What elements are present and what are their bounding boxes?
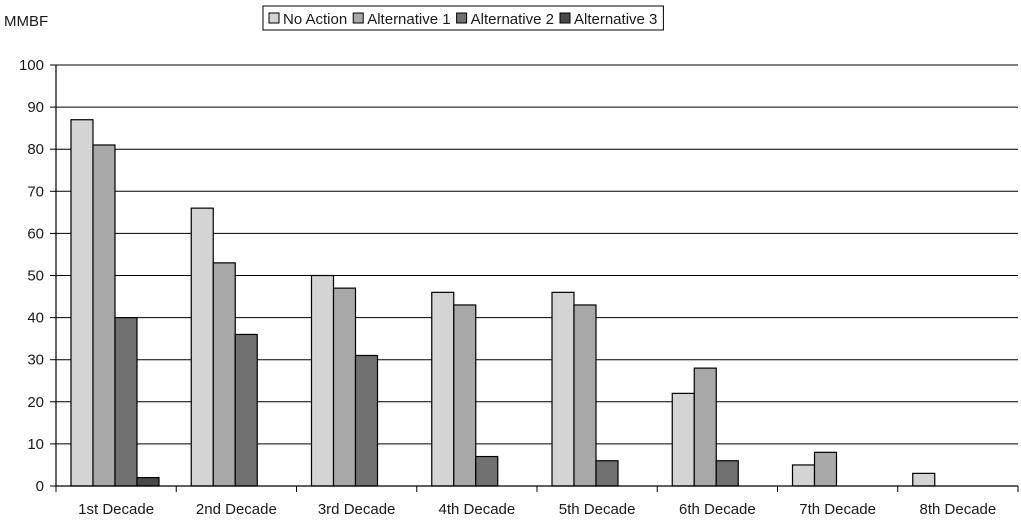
y-tick-label: 40: [27, 310, 44, 327]
bar-no-action-6: [671, 392, 695, 487]
legend-swatch-alternative-2: [456, 12, 468, 24]
x-tick-label: 1st Decade: [78, 501, 154, 518]
x-tick-label: 7th Decade: [799, 501, 876, 518]
bars: [70, 119, 936, 487]
y-tick-label: 60: [27, 225, 44, 242]
bar-alternative-1-5: [573, 304, 597, 487]
bar-no-action-7: [791, 464, 816, 487]
legend-label-alternative-3: Alternative 3: [574, 11, 657, 28]
bar-no-action-2: [190, 207, 214, 487]
y-tick-label: 80: [27, 141, 44, 158]
y-tick-label: 90: [27, 99, 44, 116]
x-tick-label: 4th Decade: [439, 501, 516, 518]
bar-alternative-2-4: [475, 455, 499, 487]
bar-alternative-2-1: [114, 317, 138, 487]
bar-no-action-3: [310, 274, 335, 487]
legend-swatch-alternative-1: [352, 12, 364, 24]
bar-alternative-1-3: [332, 287, 357, 487]
bar-alternative-1-6: [693, 367, 717, 487]
legend-swatch-no-action: [268, 12, 280, 24]
x-tick-label: 3rd Decade: [318, 501, 396, 518]
y-tick-label: 10: [27, 436, 44, 453]
y-tick-label: 100: [19, 57, 44, 74]
bar-alternative-1-7: [813, 451, 838, 487]
bar-no-action-8: [912, 472, 936, 487]
bar-no-action-4: [431, 291, 455, 487]
bar-alternative-1-2: [212, 262, 236, 487]
bar-no-action-1: [70, 119, 94, 487]
legend: No Action Alternative 1 Alternative 2 Alter…: [262, 5, 664, 31]
bar-alternative-3-1: [136, 476, 160, 487]
bar-alternative-2-6: [715, 460, 739, 487]
legend-swatch-alternative-3: [559, 12, 571, 24]
bar-alternative-1-4: [453, 304, 477, 487]
x-tick-label: 2nd Decade: [196, 501, 277, 518]
x-tick-labels: 1st Decade 2nd Decade 3rd Decade 4th Decade…: [78, 501, 996, 518]
x-tick-label: 8th Decade: [920, 501, 997, 518]
bar-alternative-2-5: [595, 460, 619, 487]
y-tick-labels: 0 10 20 30 40 50 60 70 80 90 100: [19, 57, 44, 495]
y-tick-label: 50: [27, 268, 44, 285]
bar-alternative-1-1: [92, 144, 116, 487]
x-tick-label: 5th Decade: [559, 501, 636, 518]
x-tick-label: 6th Decade: [679, 501, 756, 518]
y-tick-label: 20: [27, 394, 44, 411]
bar-alternative-2-3: [354, 354, 379, 487]
legend-label-alternative-1: Alternative 1: [367, 11, 450, 28]
legend-label-no-action: No Action: [283, 11, 347, 28]
bar-alternative-2-2: [234, 333, 258, 487]
legend-label-alternative-2: Alternative 2: [471, 11, 554, 28]
y-axis-label: MMBF: [4, 13, 48, 30]
y-tick-label: 70: [27, 183, 44, 200]
y-tick-label: 30: [27, 352, 44, 369]
y-tick-label: 0: [36, 478, 44, 495]
axes: [55, 65, 1019, 492]
bar-no-action-5: [551, 291, 575, 487]
